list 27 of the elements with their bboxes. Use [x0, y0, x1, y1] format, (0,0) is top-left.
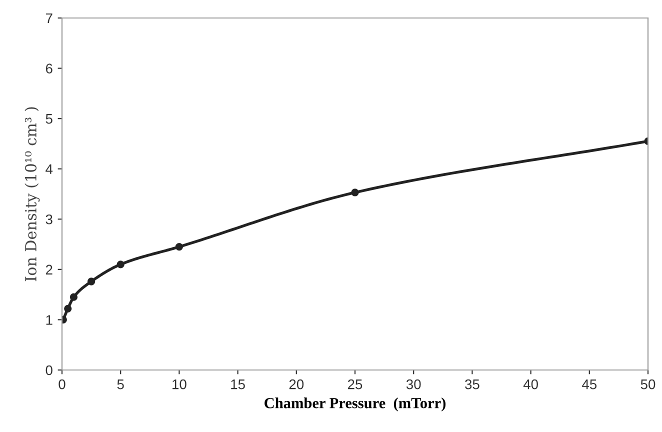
y-tick-label: 3: [46, 214, 52, 224]
x-tick-label: 20: [289, 379, 304, 390]
y-tick-label: 2: [46, 264, 52, 274]
x-tick-label: 30: [406, 379, 421, 390]
x-tick-label: 10: [172, 379, 186, 390]
x-tick-label: 25: [348, 379, 362, 390]
point: [87, 278, 96, 286]
y-tick-label: 5: [46, 114, 52, 124]
x-tick-label: 35: [465, 379, 480, 390]
point: [351, 188, 359, 196]
point: [64, 304, 72, 312]
y-tick-label: 7: [46, 13, 52, 24]
x-tick-label: 50: [640, 379, 656, 390]
y-tick-label: 4: [46, 164, 53, 174]
x-tick-label: 45: [582, 380, 597, 390]
y-tick-label: 6: [46, 64, 52, 74]
x-tick-label: 0: [58, 379, 66, 390]
point: [175, 242, 184, 251]
point: [70, 293, 78, 301]
point: [116, 260, 124, 268]
y-axis-title: Ion Density (10¹⁰ cm³ ): [24, 107, 40, 282]
x-tick-label: 40: [523, 379, 538, 390]
x-tick-label: 15: [231, 380, 245, 390]
x-tick-label: 5: [117, 380, 124, 390]
y-tick-label: 1: [46, 315, 52, 325]
y-tick-label: 0: [46, 365, 52, 376]
x-axis-title: Chamber Pressure (mTorr): [264, 398, 446, 412]
